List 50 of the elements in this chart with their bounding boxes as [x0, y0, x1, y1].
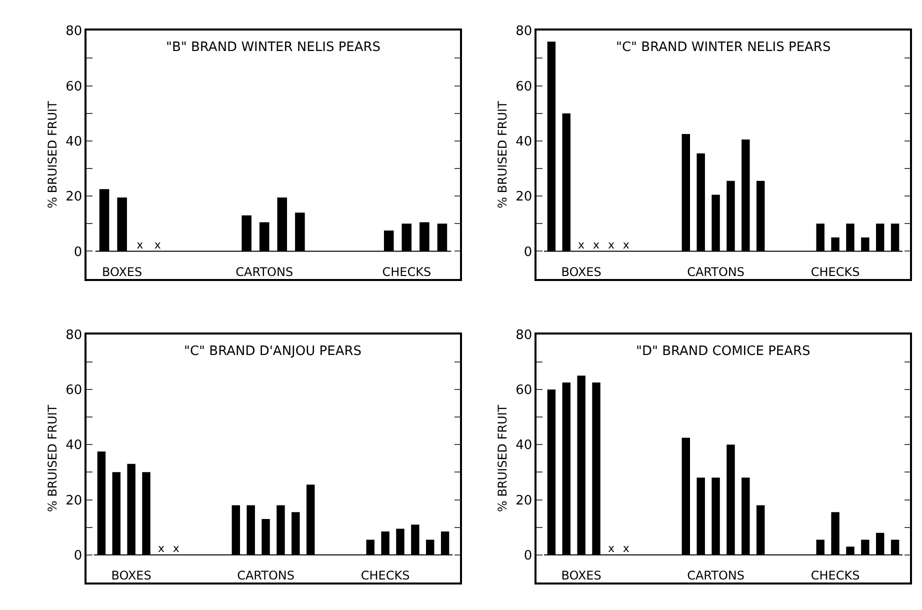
y-axis-title: % BRUISED FRUIT	[45, 100, 60, 208]
y-tick-label: 20	[66, 190, 82, 205]
data-label: x	[608, 238, 615, 252]
y-tick-label: 20	[66, 493, 82, 508]
y-axis-title: % BRUISED FRUIT	[495, 100, 510, 208]
y-tick-label: 40	[66, 438, 82, 454]
y-tick-label: 80	[66, 24, 82, 40]
y-axis-title: % BRUISED FRUIT	[45, 404, 60, 512]
y-axis-title: % BRUISED FRUIT	[495, 404, 510, 512]
x-tick-label: CHECKS	[382, 265, 432, 280]
y-tick-label: 60	[516, 79, 532, 94]
y-tick-label: 80	[66, 328, 82, 343]
data-label: x	[608, 542, 615, 556]
text: "C" BRAND WINTER NELIS PEARS	[616, 40, 831, 55]
x-tick-label: CARTONS	[687, 568, 744, 583]
data-label: x	[154, 238, 162, 252]
x-tick-label: CHECKS	[360, 568, 410, 583]
text: "B" BRAND WINTER NELIS PEARS	[166, 40, 381, 55]
y-tick-label: 0	[524, 244, 532, 260]
y-tick-label: 0	[74, 548, 82, 564]
data-label: x	[136, 238, 144, 252]
y-tick-label: 80	[516, 24, 532, 40]
x-tick-label: CARTONS	[236, 265, 294, 280]
y-tick-label: 0	[74, 244, 82, 260]
data-label: x	[593, 238, 600, 252]
x-tick-label: CHECKS	[810, 265, 860, 280]
y-tick-label: 60	[66, 79, 82, 94]
data-label: x	[158, 542, 165, 556]
x-tick-label: BOXES	[561, 568, 602, 583]
x-tick-label: CHECKS	[810, 568, 860, 583]
data-label: x	[622, 542, 630, 556]
y-tick-label: 40	[516, 438, 532, 454]
data-label: x	[622, 238, 630, 252]
y-tick-label: 40	[516, 134, 532, 150]
y-tick-label: 80	[516, 328, 532, 343]
y-tick-label: 60	[516, 382, 532, 398]
text: "C" BRAND D'ANJOU PEARS	[184, 344, 362, 359]
y-tick-label: 20	[516, 493, 532, 508]
x-tick-label: BOXES	[561, 265, 602, 280]
y-tick-label: 40	[66, 134, 82, 150]
data-label: x	[172, 542, 180, 556]
x-tick-label: BOXES	[102, 265, 142, 280]
x-tick-label: CARTONS	[687, 265, 744, 280]
x-tick-label: CARTONS	[237, 568, 294, 583]
y-tick-label: 20	[516, 190, 532, 205]
x-tick-label: BOXES	[111, 568, 152, 583]
data-label: x	[578, 238, 586, 252]
y-tick-label: 0	[524, 548, 532, 564]
y-tick-label: 60	[66, 382, 82, 398]
text: "D" BRAND COMICE PEARS	[636, 344, 810, 359]
